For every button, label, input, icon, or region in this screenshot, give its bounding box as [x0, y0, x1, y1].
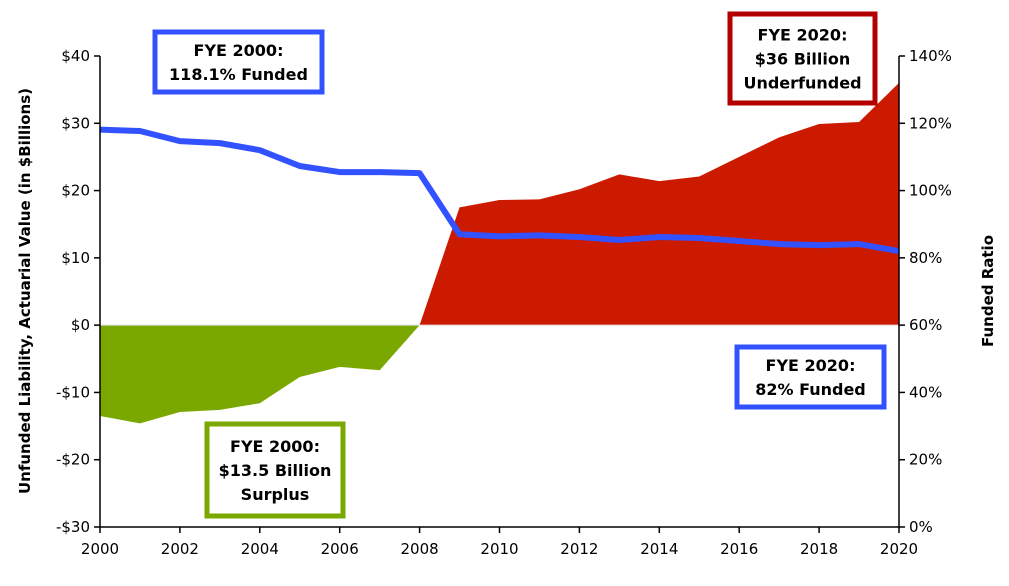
y-tick-label: $20: [61, 182, 90, 200]
x-tick-label: 2014: [640, 540, 678, 558]
x-tick-label: 2000: [81, 540, 119, 558]
y2-tick-label: 40%: [909, 383, 942, 401]
annotation-fye2020-underfunded-text: $36 Billion: [755, 50, 850, 69]
annotation-fye2020-funded-text: FYE 2020:: [766, 356, 856, 375]
y2-tick-label: 80%: [909, 249, 942, 267]
x-tick-label: 2020: [880, 540, 918, 558]
y2-tick-label: 20%: [909, 451, 942, 469]
x-tick-label: 2008: [401, 540, 439, 558]
x-tick-label: 2004: [241, 540, 279, 558]
surplus-area: [100, 325, 420, 423]
y-axis-title: Unfunded Liability, Actuarial Value (in …: [16, 88, 34, 494]
x-tick-label: 2010: [480, 540, 518, 558]
y2-tick-label: 0%: [909, 518, 933, 536]
y2-tick-label: 60%: [909, 316, 942, 334]
y-tick-label: $10: [61, 249, 90, 267]
x-tick-label: 2016: [720, 540, 758, 558]
unfunded-area: [420, 83, 899, 325]
annotation-fye2020-funded-text: 82% Funded: [755, 380, 866, 399]
x-tick-label: 2018: [800, 540, 838, 558]
x-tick-label: 2002: [161, 540, 199, 558]
y2-tick-label: 120%: [909, 114, 952, 132]
y-tick-label: -$30: [56, 518, 90, 536]
annotation-fye2000-funded-text: FYE 2000:: [194, 41, 284, 60]
annotation-fye2000-funded-text: 118.1% Funded: [169, 65, 308, 84]
y-tick-label: $0: [71, 316, 90, 334]
annotation-fye2020-underfunded-text: FYE 2020:: [758, 26, 848, 45]
annotation-fye2020-underfunded-text: Underfunded: [743, 74, 861, 93]
y2-tick-label: 100%: [909, 182, 952, 200]
y-tick-label: $30: [61, 114, 90, 132]
y2-axis-title: Funded Ratio: [979, 235, 997, 347]
x-tick-label: 2006: [321, 540, 359, 558]
y-tick-label: -$10: [56, 383, 90, 401]
annotation-fye2000-surplus-text: Surplus: [241, 485, 310, 504]
y-tick-label: -$20: [56, 451, 90, 469]
y2-tick-label: 140%: [909, 47, 952, 65]
y-tick-label: $40: [61, 47, 90, 65]
annotation-fye2000-surplus-text: FYE 2000:: [230, 437, 320, 456]
x-tick-label: 2012: [560, 540, 598, 558]
annotation-fye2000-surplus-text: $13.5 Billion: [219, 461, 332, 480]
